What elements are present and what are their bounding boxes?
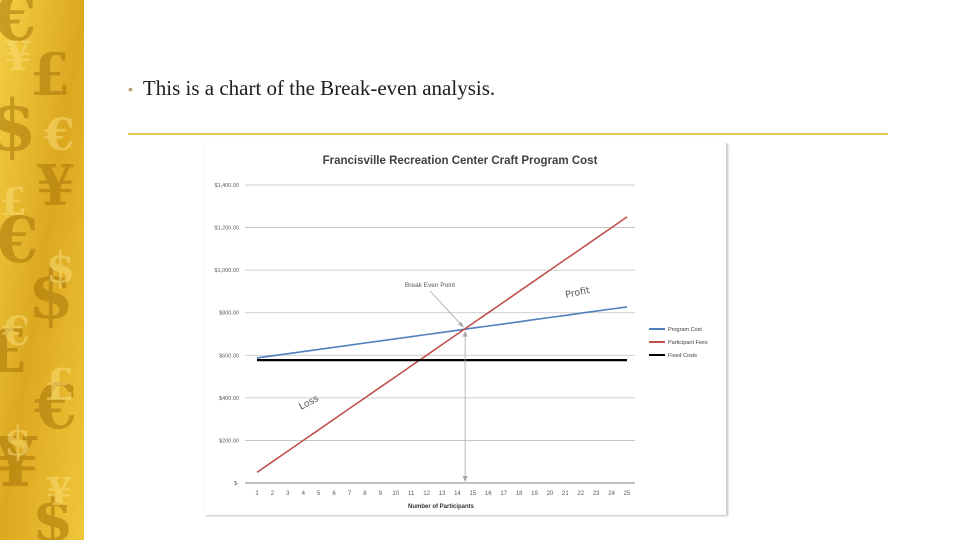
- x-tick-label: 10: [392, 491, 399, 497]
- x-axis-ticks: 1 2 3 4 5 6 7 8 9 10 11 12 13 14 15 16 17 18 19 20 21 22 23 24 2…: [255, 491, 631, 497]
- x-tick-label: 21: [562, 491, 569, 497]
- svg-text:€: €: [0, 0, 37, 56]
- svg-text:£: £: [44, 360, 75, 411]
- svg-text:$: $: [46, 243, 75, 292]
- svg-text:$: $: [0, 84, 37, 167]
- grid: [245, 184, 635, 441]
- x-tick-label: 13: [439, 491, 446, 497]
- x-tick-label: 11: [408, 491, 415, 497]
- arrowhead-point: [458, 321, 465, 328]
- svg-text:£: £: [30, 41, 70, 109]
- x-tick-label: 15: [469, 491, 476, 497]
- arrowhead-up: [462, 330, 468, 337]
- x-tick-label: 2: [271, 491, 275, 497]
- chart-image: $- $200.00 $400.00 $600.00 $800.00 $1,000.00 $…: [205, 143, 727, 515]
- legend-label: Participant Fees: [668, 340, 708, 346]
- svg-text:¥: ¥: [46, 469, 72, 514]
- x-tick-label: 19: [531, 491, 538, 497]
- break-even-label: Break Even Point: [405, 282, 455, 289]
- x-tick-label: 7: [348, 491, 352, 497]
- divider-line: [128, 133, 888, 135]
- svg-text:€: €: [0, 203, 39, 278]
- x-tick-label: 16: [485, 491, 492, 497]
- svg-text:€: €: [1, 308, 30, 355]
- y-tick-label: $600.00: [219, 353, 239, 359]
- break-even-chart: $- $200.00 $400.00 $600.00 $800.00 $1,000.00 $…: [215, 155, 708, 510]
- profit-label: Profit: [564, 285, 591, 301]
- slide-body-text: This is a chart of the Break-even analys…: [142, 76, 496, 100]
- svg-text:£: £: [0, 179, 26, 224]
- decorative-currency-background: € £ $ ¥ € $ £ € ¥ $ ¥ € £ $ € £ $ ¥: [0, 0, 84, 540]
- y-tick-label: $1,200.00: [215, 226, 239, 232]
- x-tick-label: 6: [332, 491, 336, 497]
- x-tick-label: 20: [547, 491, 554, 497]
- x-tick-label: 9: [379, 491, 383, 497]
- y-tick-label: $1,000.00: [215, 268, 239, 274]
- svg-text:$: $: [32, 485, 74, 540]
- y-tick-label: $1,400.00: [215, 183, 239, 189]
- y-tick-label: $-: [234, 481, 239, 487]
- y-tick-label: $800.00: [219, 311, 239, 317]
- series-line-program-cost: [256, 306, 628, 359]
- y-axis-ticks: $- $200.00 $400.00 $600.00 $800.00 $1,000.00 $…: [215, 183, 240, 487]
- legend-label: Program Cost: [668, 327, 702, 333]
- series: [256, 216, 628, 474]
- svg-text:€: €: [33, 370, 77, 443]
- legend: Program Cost Participant Fees Fixed Costs: [649, 327, 708, 359]
- bullet-point: • This is a chart of the Break-even anal…: [128, 76, 495, 101]
- svg-text:¥: ¥: [0, 423, 39, 503]
- series-line-participant-fees: [256, 216, 628, 474]
- chart-title: Francisville Recreation Center Craft Pro…: [323, 155, 598, 167]
- loss-label: Loss: [297, 393, 321, 413]
- x-tick-label: 5: [317, 491, 321, 497]
- x-tick-label: 14: [454, 491, 461, 497]
- break-even-arrow: [429, 290, 462, 325]
- x-tick-label: 25: [624, 491, 631, 497]
- x-axis-title: Number of Participants: [408, 504, 475, 510]
- x-tick-label: 23: [593, 491, 600, 497]
- x-tick-label: 12: [423, 491, 430, 497]
- legend-label: Fixed Costs: [668, 353, 697, 359]
- x-tick-label: 8: [363, 491, 367, 497]
- svg-text:¥: ¥: [4, 33, 32, 80]
- y-tick-label: $400.00: [219, 396, 239, 402]
- x-tick-label: 4: [302, 491, 306, 497]
- svg-text:¥: ¥: [36, 153, 75, 219]
- x-tick-label: 17: [500, 491, 507, 497]
- x-tick-label: 24: [608, 491, 615, 497]
- bullet-marker: •: [128, 80, 133, 97]
- svg-text:€: €: [43, 110, 75, 161]
- arrowhead-down: [462, 476, 468, 482]
- x-tick-label: 1: [255, 491, 259, 497]
- x-tick-label: 22: [577, 491, 584, 497]
- svg-text:$: $: [28, 256, 74, 334]
- x-tick-label: 18: [516, 491, 523, 497]
- svg-text:$: $: [4, 418, 32, 465]
- y-tick-label: $200.00: [219, 438, 239, 444]
- svg-text:£: £: [0, 317, 28, 387]
- x-tick-label: 3: [286, 491, 290, 497]
